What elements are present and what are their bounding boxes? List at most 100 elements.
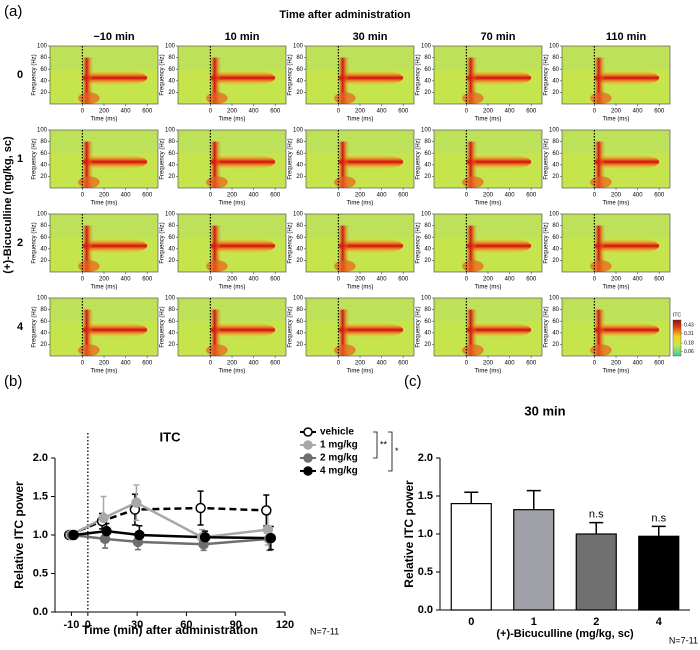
column-title: 10 min [225, 31, 260, 43]
x-tick-label: 0 [337, 361, 341, 367]
heatmap-image [434, 298, 542, 356]
x-tick-label: 200 [483, 277, 494, 283]
heatmap-image [178, 298, 286, 356]
y-tick-label: 100 [421, 44, 432, 50]
y-axis-label: Frequency (Hz) [544, 54, 550, 95]
y-tick-label: 20 [552, 258, 559, 264]
y-tick-label: 20 [552, 174, 559, 180]
x-tick-label: 600 [654, 109, 665, 115]
colorbar-tick-label: 0.06 [684, 349, 694, 355]
heatmap-image [306, 130, 414, 188]
x-axis-label: Time (ms) [475, 369, 502, 375]
significance-label: * [395, 446, 399, 456]
y-tick-label: 20 [296, 258, 303, 264]
x-tick-label: 0 [81, 193, 85, 199]
x-tick-label: 600 [526, 193, 537, 199]
heatmap-image [50, 46, 158, 104]
bar [513, 509, 555, 611]
y-axis-label: Frequency (Hz) [32, 222, 38, 263]
y-tick-label: 80 [552, 223, 559, 229]
y-axis-label: Relative ITC power [12, 481, 26, 589]
x-tick-label: 0 [465, 109, 469, 115]
panel-label: (b) [4, 373, 22, 390]
heatmap-image [50, 298, 158, 356]
legend-label: vehicle [320, 427, 354, 438]
y-tick-label: 80 [424, 139, 431, 145]
x-tick-label: 600 [654, 193, 665, 199]
x-tick-label: 400 [633, 109, 644, 115]
x-tick-label: 400 [249, 361, 260, 367]
y-tick-label: 40 [552, 162, 559, 168]
x-tick-label: 400 [121, 109, 132, 115]
heatmap-image [562, 214, 670, 272]
heatmap-image [562, 130, 670, 188]
y-tick-label: 20 [40, 90, 47, 96]
y-tick-label: 100 [549, 128, 560, 134]
y-tick-label: 40 [424, 78, 431, 84]
x-tick-label: 0 [337, 109, 341, 115]
y-tick-label: 60 [296, 235, 303, 241]
x-axis-label: Time (ms) [603, 201, 630, 207]
x-tick-label: 600 [270, 361, 281, 367]
x-tick-label: 200 [227, 361, 238, 367]
heatmap-image [178, 130, 286, 188]
y-tick-label: 100 [37, 296, 48, 302]
y-tick-label: 80 [168, 307, 175, 313]
y-tick-label: 1.0 [418, 528, 433, 540]
x-tick-label: 0 [593, 361, 597, 367]
row-label: 0 [17, 69, 23, 81]
x-tick-label: 400 [505, 277, 516, 283]
y-axis-label: Frequency (Hz) [416, 306, 422, 347]
note: N=7-11 [669, 635, 698, 645]
y-tick-label: 20 [168, 258, 175, 264]
colorbar-label: ITC [673, 312, 681, 318]
x-tick-label: 1 [531, 616, 537, 628]
error-bar [589, 521, 604, 534]
significance-bracket [373, 431, 378, 459]
x-tick-label: 400 [249, 277, 260, 283]
y-axis-label: Relative ITC power [402, 480, 416, 588]
chart-title: ITC [160, 429, 182, 444]
x-tick-label: 0 [85, 619, 91, 631]
y-tick-label: 100 [293, 296, 304, 302]
x-tick-label: 90 [230, 619, 242, 631]
heatmap-image [306, 214, 414, 272]
y-tick-label: 80 [552, 55, 559, 61]
y-tick-label: 0.0 [418, 604, 433, 616]
y-tick-label: 80 [168, 223, 175, 229]
legend-label: 4 mg/kg [320, 466, 358, 477]
x-tick-label: 200 [611, 361, 622, 367]
y-tick-label: 80 [552, 307, 559, 313]
y-axis-label: Frequency (Hz) [160, 222, 166, 263]
y-tick-label: 100 [37, 212, 48, 218]
x-tick-label: 400 [633, 193, 644, 199]
x-tick-label: 0 [593, 193, 597, 199]
x-tick-label: 600 [526, 361, 537, 367]
y-tick-label: 100 [293, 212, 304, 218]
data-point [68, 529, 79, 541]
annotation: n.s [651, 512, 666, 524]
row-label: 4 [17, 321, 24, 333]
x-axis-label: Time (min) after administration [82, 623, 258, 637]
y-tick-label: 80 [296, 55, 303, 61]
y-tick-label: 40 [168, 246, 175, 252]
y-tick-label: 40 [552, 330, 559, 336]
y-tick-label: 40 [40, 246, 47, 252]
y-tick-label: 60 [40, 67, 47, 73]
y-tick-label: 20 [424, 90, 431, 96]
x-tick-label: 600 [526, 109, 537, 115]
note: N=7-11 [310, 626, 339, 636]
column-title: 30 min [353, 31, 388, 43]
chart-title: Time after administration [279, 9, 410, 21]
y-tick-label: 1.0 [33, 529, 48, 541]
y-tick-label: 60 [168, 319, 175, 325]
y-tick-label: 0.5 [33, 567, 48, 579]
x-tick-label: 600 [398, 109, 409, 115]
y-axis-label: Frequency (Hz) [416, 222, 422, 263]
y-tick-label: 60 [296, 319, 303, 325]
heatmap-image [306, 46, 414, 104]
y-tick-label: 80 [40, 55, 47, 61]
x-axis-label: Time (ms) [603, 117, 630, 123]
y-tick-label: 100 [549, 212, 560, 218]
x-axis-label: Time (ms) [603, 369, 630, 375]
